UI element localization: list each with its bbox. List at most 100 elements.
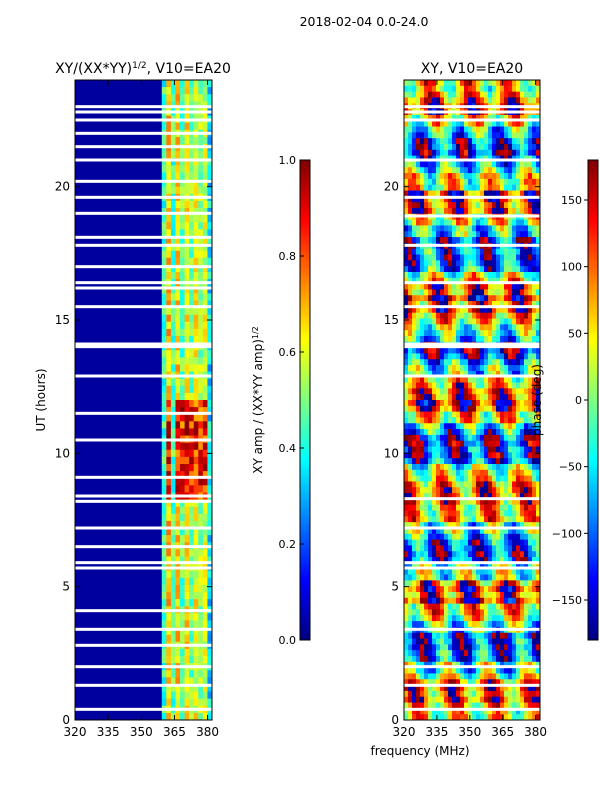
right-heatmap-cell <box>412 510 417 517</box>
right-heatmap-cell <box>480 161 485 168</box>
left-gap-row <box>75 374 212 378</box>
right-heatmap-cell <box>460 440 465 448</box>
right-heatmap-cell <box>512 661 517 669</box>
right-heatmap-cell <box>480 132 485 139</box>
left-heatmap-cell <box>170 321 176 330</box>
right-heatmap-cell <box>512 487 517 494</box>
right-heatmap-cell <box>500 656 505 663</box>
right-heatmap-cell <box>440 306 445 314</box>
right-heatmap-cell <box>488 149 493 157</box>
right-heatmap-cell <box>508 673 513 680</box>
right-heatmap-cell <box>444 545 449 552</box>
right-heatmap-cell <box>504 458 509 465</box>
left-heatmap-cell <box>207 407 213 415</box>
right-heatmap-cell <box>528 318 533 325</box>
right-heatmap-cell <box>404 173 409 180</box>
right-heatmap-cell <box>492 167 497 174</box>
right-heatmap-cell <box>468 231 473 238</box>
left-heatmap-cell <box>184 257 190 266</box>
left-heatmap-cell <box>207 698 213 707</box>
right-heatmap-cell <box>508 522 513 529</box>
right-heatmap-cell <box>528 638 533 645</box>
right-heatmap-cell <box>504 80 509 87</box>
right-heatmap-cell <box>488 97 493 104</box>
right-heatmap-cell <box>416 434 421 442</box>
right-heatmap-cell <box>448 254 453 261</box>
right-heatmap-cell <box>512 574 517 581</box>
left-heatmap-cell <box>166 300 172 309</box>
right-heatmap-cell <box>504 545 509 552</box>
right-heatmap-cell <box>424 545 429 552</box>
right-heatmap-cell <box>480 208 485 215</box>
right-heatmap-cell <box>508 586 513 593</box>
right-heatmap-cell <box>456 80 461 87</box>
right-heatmap-cell <box>448 138 453 145</box>
right-heatmap-cell <box>508 254 513 261</box>
right-heatmap-cell <box>524 411 529 418</box>
left-heatmap-cell <box>202 407 208 415</box>
right-heatmap-cell <box>468 458 473 465</box>
left-heatmap-cell <box>193 599 199 607</box>
right-heatmap-cell <box>412 475 417 482</box>
left-heatmap-cell <box>170 87 176 95</box>
right-heatmap-cell <box>512 458 517 465</box>
right-heatmap-cell <box>524 603 529 610</box>
right-heatmap-cell <box>484 661 489 669</box>
right-heatmap-cell <box>528 714 533 721</box>
right-gap-row <box>404 561 540 565</box>
right-heatmap-cell <box>520 597 525 605</box>
right-heatmap-cell <box>528 592 533 599</box>
right-heatmap-cell <box>440 295 445 302</box>
right-heatmap-cell <box>416 336 421 343</box>
right-heatmap-cell <box>468 208 473 215</box>
right-heatmap-cell <box>436 597 441 605</box>
right-heatmap-cell <box>424 696 429 704</box>
right-heatmap-cell <box>528 679 533 686</box>
left-heatmap-cell <box>180 513 186 522</box>
right-heatmap-cell <box>464 161 469 168</box>
left-heatmap-cell <box>170 577 176 586</box>
right-heatmap-cell <box>536 231 541 238</box>
right-heatmap-cell <box>412 114 417 122</box>
right-heatmap-cell <box>420 126 425 133</box>
right-heatmap-cell <box>448 306 453 314</box>
right-heatmap-cell <box>472 347 477 354</box>
right-heatmap-cell <box>428 539 433 546</box>
right-heatmap-cell <box>488 528 493 535</box>
right-heatmap-cell <box>444 382 449 389</box>
right-heatmap-cell <box>448 149 453 157</box>
right-heatmap-cell <box>468 306 473 314</box>
left-heatmap-cell <box>180 208 186 216</box>
right-heatmap-cell <box>420 481 425 488</box>
right-heatmap-cell <box>440 539 445 546</box>
left-heatmap-cell <box>180 421 186 429</box>
left-heatmap-cell <box>184 620 190 629</box>
left-heatmap-cell <box>184 698 190 707</box>
left-heatmap-cell <box>170 471 176 479</box>
right-heatmap-cell <box>488 359 493 366</box>
right-heatmap-cell <box>476 318 481 325</box>
right-heatmap-cell <box>472 551 477 558</box>
right-heatmap-cell <box>528 376 533 384</box>
right-heatmap-cell <box>476 528 481 535</box>
right-heatmap-cell <box>488 208 493 215</box>
right-heatmap-cell <box>456 184 461 192</box>
right-heatmap-cell <box>456 231 461 238</box>
left-heatmap-cell <box>166 599 172 607</box>
right-heatmap-cell <box>504 91 509 98</box>
left-heatmap-cell <box>161 712 167 721</box>
right-heatmap-cell <box>520 324 525 331</box>
right-heatmap-cell <box>476 347 481 354</box>
right-heatmap-cell <box>424 184 429 192</box>
right-heatmap-cell <box>452 173 457 180</box>
left-heatmap-cell <box>193 243 199 252</box>
right-heatmap-cell <box>488 429 493 436</box>
right-heatmap-cell <box>512 475 517 482</box>
right-heatmap-cell <box>440 289 445 296</box>
left-heatmap-cell <box>184 499 190 508</box>
right-heatmap-cell <box>444 429 449 436</box>
right-heatmap-cell <box>448 91 453 98</box>
right-heatmap-cell <box>476 260 481 267</box>
right-heatmap-cell <box>412 266 417 273</box>
right-heatmap-cell <box>460 196 465 203</box>
